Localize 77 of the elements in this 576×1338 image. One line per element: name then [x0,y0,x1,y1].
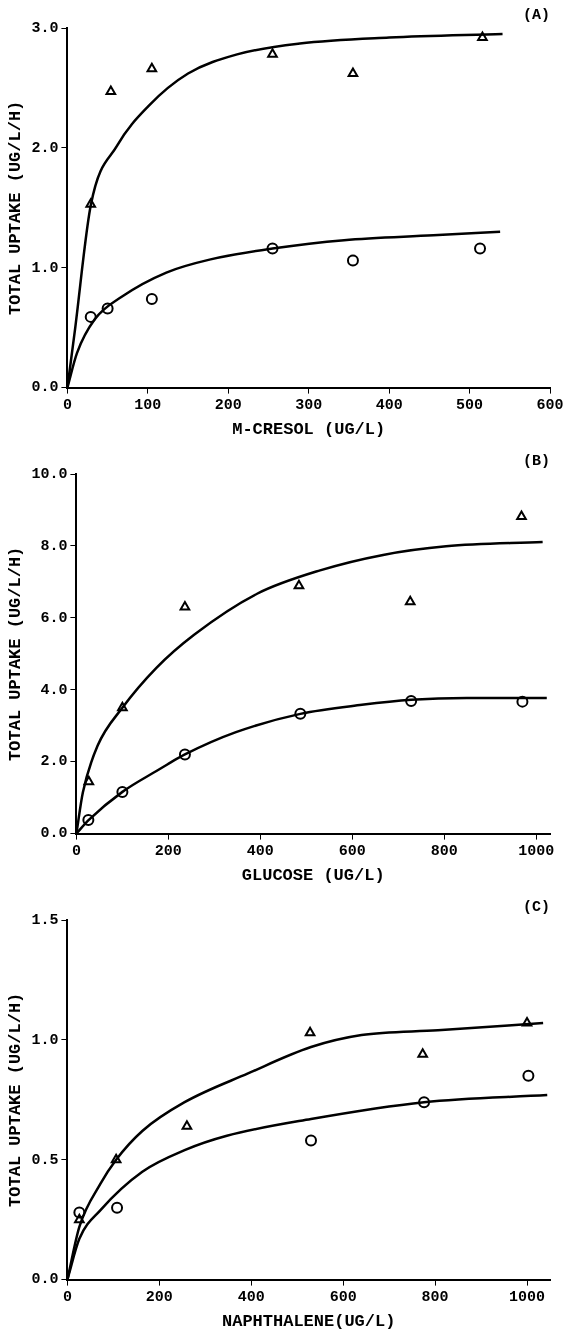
point [404,595,416,606]
y-axis-title: TOTAL UPTAKE (UG/L/H) [6,546,26,761]
y-tick-label: 2.0 [40,753,68,771]
y-tick-label: 0.0 [40,825,68,843]
y-tick-label: 0.5 [31,1151,59,1169]
x-tick-label: 800 [430,843,458,861]
y-tick-label: 1.5 [31,911,59,929]
point [266,242,279,255]
x-axis-title: NAPHTHALENE(UG/L) [221,1312,396,1332]
point [101,302,114,315]
y-tick-label: 0.0 [31,379,59,397]
chart-title: (C) [522,898,550,916]
x-tick-label: 0 [62,397,72,415]
x-tick-label: 200 [154,843,182,861]
point [516,510,527,520]
x-tick-label: 0 [71,843,81,861]
y-tick-label: 1.0 [31,1031,59,1049]
x-tick-label: 0 [62,1289,72,1307]
point [74,1213,85,1224]
point [73,1206,86,1219]
point [82,813,95,826]
point [181,1120,193,1130]
point [516,695,529,708]
point [304,1026,316,1037]
chart-title: (A) [522,6,550,24]
point [294,707,307,720]
y-tick-label: 3.0 [31,19,59,37]
point [83,775,95,786]
x-tick-label: 1000 [518,843,555,861]
y-axis-title: TOTAL UPTAKE (UG/L/H) [6,100,26,315]
point [117,701,128,712]
x-tick-label: 500 [456,397,484,415]
point [267,48,278,58]
point [146,62,158,73]
point [179,601,191,611]
x-tick-label: 400 [246,843,274,861]
point [293,579,305,590]
x-tick-label: 1000 [509,1289,546,1307]
point [84,310,97,323]
x-axis-title: GLUCOSE (UG/L) [241,866,385,886]
x-tick-label: 800 [421,1289,449,1307]
y-tick-label: 6.0 [40,609,68,627]
point [417,1048,429,1058]
point [405,694,418,707]
x-tick-label: 200 [145,1289,173,1307]
y-tick-label: 0.0 [31,1271,59,1289]
point [347,67,359,78]
x-tick-label: 400 [375,397,403,415]
x-axis-title: M-CRESOL (UG/L) [232,420,386,440]
x-tick-label: 600 [338,843,366,861]
y-axis-title: TOTAL UPTAKE (UG/L/H) [6,992,26,1207]
x-tick-label: 100 [134,397,162,415]
point [522,1069,535,1082]
y-tick-label: 4.0 [40,681,68,699]
x-tick-label: 600 [536,397,564,415]
point [105,85,117,96]
point [418,1096,431,1109]
y-tick-label: 10.0 [31,465,68,483]
x-tick-label: 200 [214,397,242,415]
point [85,198,97,208]
y-tick-label: 2.0 [31,139,59,157]
point [477,31,488,42]
y-tick-label: 8.0 [40,537,68,555]
point [305,1134,317,1147]
point [178,748,191,761]
y-tick-label: 1.0 [31,259,59,277]
x-tick-label: 300 [295,397,323,415]
point [116,785,129,798]
point [111,1201,124,1214]
point [521,1017,533,1027]
point [474,242,487,255]
point [346,254,359,267]
x-tick-label: 400 [237,1289,265,1307]
point [145,292,158,305]
x-tick-label: 600 [329,1289,357,1307]
chart-title: (B) [522,452,550,470]
point [110,1153,122,1164]
